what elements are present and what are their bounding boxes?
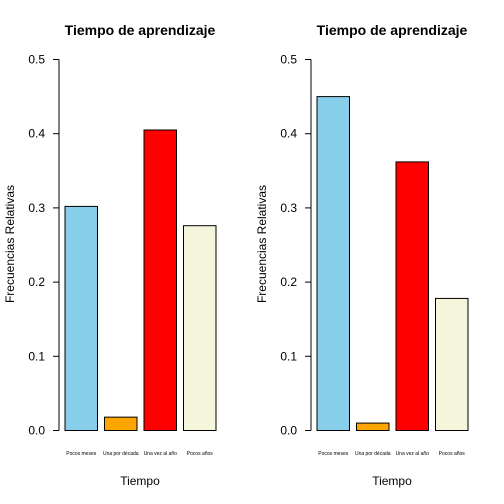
y-tick-label: 0.2 — [28, 275, 45, 289]
y-tick-label: 0.0 — [280, 424, 297, 438]
bars — [316, 96, 469, 432]
y-tick-label: 0.1 — [280, 349, 297, 363]
category-label: Pocos años — [187, 451, 214, 457]
category-label: Una por década — [355, 451, 391, 457]
bar — [64, 205, 98, 431]
category-label: Pocos meses — [66, 451, 97, 457]
y-tick-label: 0.4 — [280, 127, 297, 141]
category-label: Una por década — [103, 451, 139, 457]
chart-panel-left: Tiempo de aprendizaje Tiempo Frecuencias… — [3, 22, 217, 488]
y-tick-label: 0.2 — [280, 275, 297, 289]
x-axis-label: Tiempo — [120, 474, 160, 488]
category-labels: Pocos meses Una por década Una vez al año P… — [318, 451, 465, 457]
y-axis-ticks: 0.0 0.1 0.2 0.3 0.4 0.5 — [280, 53, 311, 438]
category-label: Pocos años — [439, 451, 466, 457]
y-tick-label: 0.1 — [28, 349, 45, 363]
bars — [64, 129, 217, 432]
bar — [316, 96, 350, 431]
y-axis-label: Frecuencias Relativas — [3, 185, 17, 303]
category-labels: Pocos meses Una por década Una vez al año P… — [66, 451, 213, 457]
chart-title: Tiempo de aprendizaje — [317, 22, 468, 38]
chart-panel-right: Tiempo de aprendizaje Tiempo Frecuencias… — [255, 22, 469, 488]
bar — [183, 225, 217, 431]
bar — [395, 161, 429, 431]
y-tick-label: 0.4 — [28, 127, 45, 141]
y-axis-label: Frecuencias Relativas — [255, 185, 269, 303]
category-label: Una vez al año — [144, 451, 178, 457]
y-tick-label: 0.3 — [280, 201, 297, 215]
y-axis-ticks: 0.0 0.1 0.2 0.3 0.4 0.5 — [28, 53, 59, 438]
category-label: Una vez al año — [396, 451, 430, 457]
category-label: Pocos meses — [318, 451, 349, 457]
y-tick-label: 0.5 — [280, 53, 297, 67]
bar — [104, 416, 138, 432]
y-tick-label: 0.3 — [28, 201, 45, 215]
bar — [143, 129, 177, 432]
chart-title: Tiempo de aprendizaje — [65, 22, 216, 38]
y-tick-label: 0.0 — [28, 424, 45, 438]
bar — [356, 422, 390, 431]
x-axis-label: Tiempo — [372, 474, 412, 488]
bar — [435, 297, 469, 432]
y-tick-label: 0.5 — [28, 53, 45, 67]
